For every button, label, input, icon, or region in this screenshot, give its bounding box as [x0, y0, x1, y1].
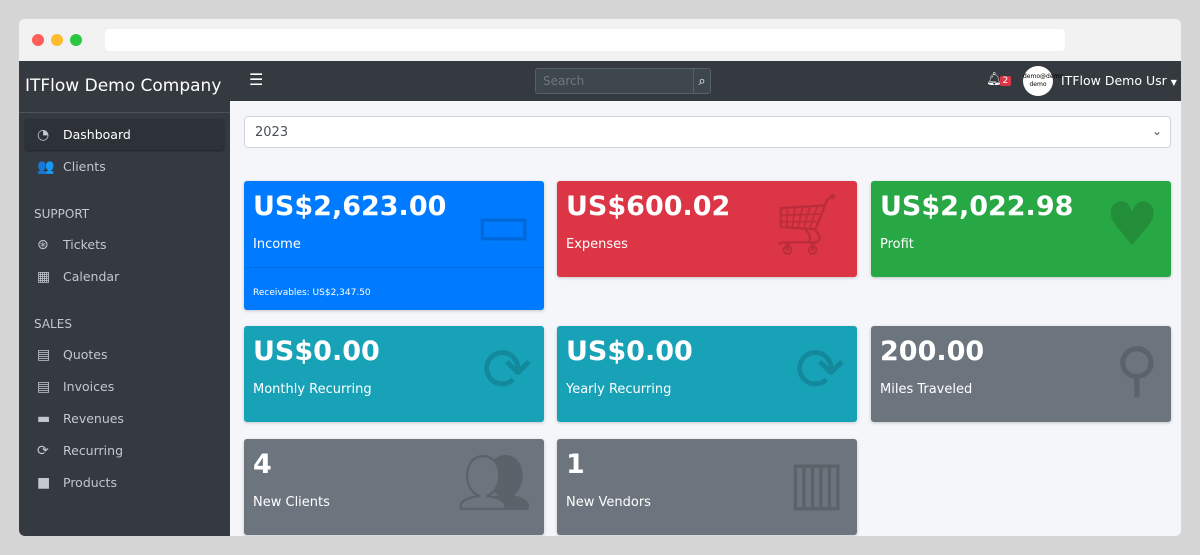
support-header: SUPPORT — [34, 207, 90, 221]
sidebar-item-label: Clients — [63, 159, 106, 174]
sync-icon: ⟳ — [794, 335, 845, 405]
sidebar-item-quotes[interactable]: ▤ Quotes — [25, 339, 224, 370]
bars-icon[interactable]: ☰ — [249, 70, 264, 89]
credit-card-icon: ▭ — [475, 190, 532, 260]
search-icon: ⌕ — [698, 73, 706, 88]
stat-value: US$600.02 — [566, 191, 731, 222]
sync-icon: ⟳ — [37, 442, 49, 459]
stat-label: Yearly Recurring — [566, 382, 672, 397]
address-bar[interactable] — [105, 29, 1065, 51]
heart-icon: ♥ — [1105, 190, 1159, 260]
route-icon: ⚲ — [1115, 335, 1159, 405]
stat-card-expenses[interactable]: US$600.02 Expenses 🛒︎ — [557, 181, 857, 277]
sidebar-item-label: Invoices — [63, 379, 115, 394]
stat-card-profit[interactable]: US$2,022.98 Profit ♥ — [871, 181, 1171, 277]
tachometer-icon: ◔ — [37, 126, 50, 143]
notification-badge: 2 — [999, 76, 1012, 86]
sidebar-item-label: Quotes — [63, 347, 108, 362]
box-icon: ■ — [37, 474, 51, 491]
stat-value: 200.00 — [880, 336, 985, 367]
stat-value: US$2,022.98 — [880, 191, 1074, 222]
users-icon: 👥︎ — [455, 448, 532, 518]
stat-card-yearly-recurring[interactable]: US$0.00 Yearly Recurring ⟳ — [557, 326, 857, 422]
stat-value: US$0.00 — [566, 336, 693, 367]
receivables-footer: Receivables: US$2,347.50 — [244, 267, 544, 298]
stat-value: 1 — [566, 449, 585, 480]
sidebar: ITFlow Demo Company ◔ Dashboard 👥 Clients … — [19, 61, 230, 536]
stat-card-miles-traveled[interactable]: 200.00 Miles Traveled ⚲ — [871, 326, 1171, 422]
stat-value: 4 — [253, 449, 272, 480]
sidebar-item-revenues[interactable]: ▬ Revenues — [25, 403, 224, 434]
sidebar-item-label: Products — [63, 475, 117, 490]
maximize-dot[interactable] — [70, 34, 82, 46]
minimize-dot[interactable] — [51, 34, 63, 46]
sidebar-item-products[interactable]: ■ Products — [25, 467, 224, 498]
browser-chrome — [19, 19, 1181, 61]
stat-label: Monthly Recurring — [253, 382, 372, 397]
sidebar-item-label: Calendar — [63, 269, 120, 284]
top-navbar: ☰ ⌕ 🔔︎2 demo@demo demo ITFlow Demo Usr ▼ — [230, 61, 1181, 101]
stat-label: New Vendors — [566, 495, 651, 510]
notifications-button[interactable]: 🔔︎2 — [986, 72, 1012, 87]
sidebar-item-label: Recurring — [63, 443, 123, 458]
search-form: ⌕ — [535, 68, 711, 94]
sidebar-item-clients[interactable]: 👥 Clients — [25, 151, 224, 182]
stat-label: Profit — [880, 237, 914, 252]
sidebar-item-label: Revenues — [63, 411, 124, 426]
stat-label: Income — [253, 237, 301, 252]
stat-value: US$0.00 — [253, 336, 380, 367]
user-name: ITFlow Demo Usr — [1061, 73, 1167, 88]
sidebar-item-tickets[interactable]: ⊛ Tickets — [25, 229, 224, 260]
users-icon: 👥 — [37, 158, 55, 175]
stat-card-new-clients[interactable]: 4 New Clients 👥︎ — [244, 439, 544, 535]
brand[interactable]: ITFlow Demo Company — [19, 61, 230, 113]
year-select[interactable]: 2023 ⌄ — [244, 116, 1171, 148]
sync-icon: ⟳ — [481, 335, 532, 405]
life-ring-icon: ⊛ — [37, 236, 49, 253]
sidebar-item-dashboard[interactable]: ◔ Dashboard — [25, 119, 224, 150]
stat-label: New Clients — [253, 495, 330, 510]
sidebar-item-invoices[interactable]: ▤ Invoices — [25, 371, 224, 402]
building-icon: ▥ — [788, 448, 845, 518]
sidebar-item-recurring[interactable]: ⟳ Recurring — [25, 435, 224, 466]
user-menu[interactable]: ITFlow Demo Usr ▼ — [1061, 73, 1177, 88]
search-input[interactable] — [536, 69, 693, 93]
sales-header: SALES — [34, 317, 72, 331]
stat-label: Miles Traveled — [880, 382, 973, 397]
close-dot[interactable] — [32, 34, 44, 46]
search-button[interactable]: ⌕ — [693, 69, 710, 93]
stat-card-monthly-recurring[interactable]: US$0.00 Monthly Recurring ⟳ — [244, 326, 544, 422]
chevron-down-icon: ⌄ — [1151, 124, 1162, 138]
sidebar-item-label: Tickets — [63, 237, 107, 252]
invoice-icon: ▤ — [37, 378, 51, 395]
file-icon: ▤ — [37, 346, 51, 363]
stat-card-new-vendors[interactable]: 1 New Vendors ▥ — [557, 439, 857, 535]
caret-down-icon: ▼ — [1170, 78, 1177, 87]
main-content: 2023 ⌄ US$2,623.00 Income ▭ Receivables: … — [230, 101, 1181, 536]
stat-card-income[interactable]: US$2,623.00 Income ▭ Receivables: US$2,3… — [244, 181, 544, 310]
stat-value: US$2,623.00 — [253, 191, 447, 222]
bell-icon: 🔔︎ — [986, 72, 1003, 87]
avatar[interactable]: demo@demo demo — [1023, 66, 1063, 96]
shopping-cart-icon: 🛒︎ — [768, 190, 845, 260]
year-select-value: 2023 — [255, 125, 289, 140]
calendar-icon: ▦ — [37, 268, 51, 285]
sidebar-item-calendar[interactable]: ▦ Calendar — [25, 261, 224, 292]
stat-label: Expenses — [566, 237, 628, 252]
sidebar-item-label: Dashboard — [63, 127, 131, 142]
credit-card-icon: ▬ — [37, 410, 51, 427]
browser-window: ITFlow Demo Company ◔ Dashboard 👥 Clients … — [19, 19, 1181, 536]
